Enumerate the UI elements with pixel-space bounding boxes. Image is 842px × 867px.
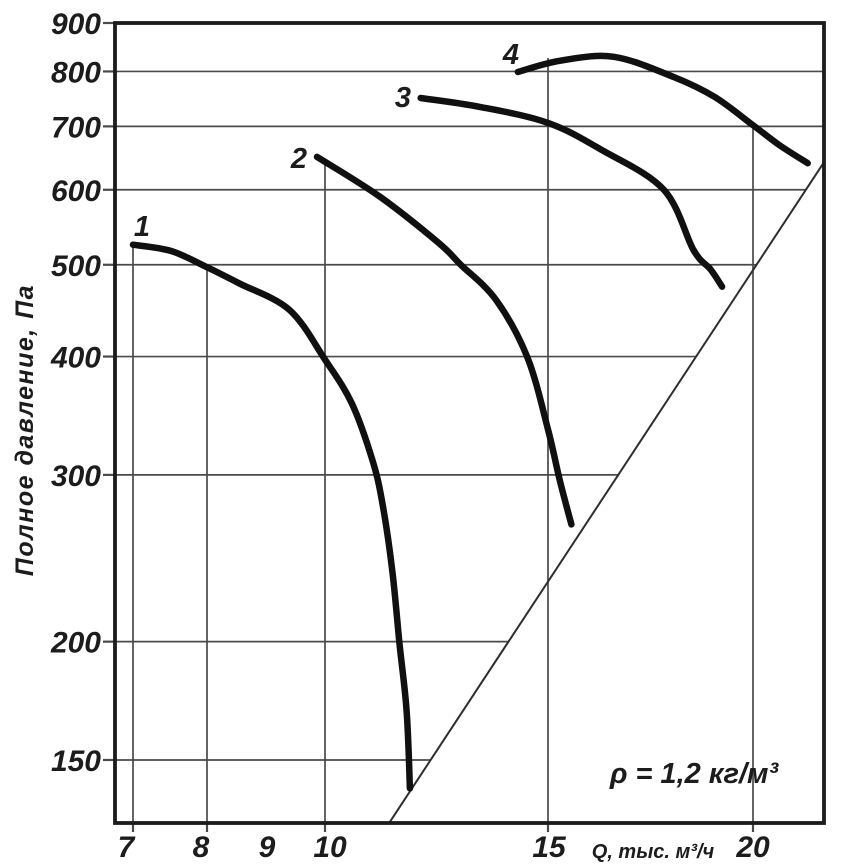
pressure-curve-4 [514, 52, 811, 167]
x-tick-label: 9 [259, 831, 276, 864]
y-tick-label: 150 [51, 745, 101, 778]
x-axis-title: Q, тыс. м³/ч [592, 841, 715, 863]
y-tick-label: 700 [51, 111, 101, 144]
gridlines [103, 21, 824, 832]
curve-label-1: 1 [134, 211, 150, 243]
x-tick-label: 20 [735, 831, 770, 864]
y-tick-label: 200 [50, 627, 101, 660]
pressure-curve-2 [313, 153, 575, 528]
curve-label-2: 2 [290, 143, 307, 175]
plot-frame [113, 21, 826, 825]
limit-line [388, 162, 825, 823]
pressure-curve-1 [129, 241, 414, 792]
y-tick-label: 500 [51, 250, 101, 283]
y-tick-label: 900 [51, 8, 101, 41]
y-tick-label: 300 [51, 460, 101, 493]
y-tick-label: 600 [51, 175, 101, 208]
x-tick-label: 10 [313, 831, 347, 864]
density-annotation: ρ = 1,2 кг/м³ [609, 758, 780, 790]
pressure-curve-3 [417, 94, 726, 290]
y-tick-label: 400 [50, 342, 101, 375]
y-axis-title: Полное давление, Па [11, 284, 39, 576]
curve-label-3: 3 [395, 82, 411, 114]
y-tick-label: 800 [51, 56, 101, 89]
x-tick-label: 15 [532, 831, 567, 864]
x-tick-label: 8 [193, 831, 210, 864]
x-tick-label: 7 [118, 831, 136, 864]
curve-label-4: 4 [502, 39, 519, 71]
